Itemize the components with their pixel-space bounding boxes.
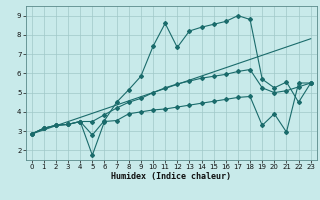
X-axis label: Humidex (Indice chaleur): Humidex (Indice chaleur) xyxy=(111,172,231,181)
